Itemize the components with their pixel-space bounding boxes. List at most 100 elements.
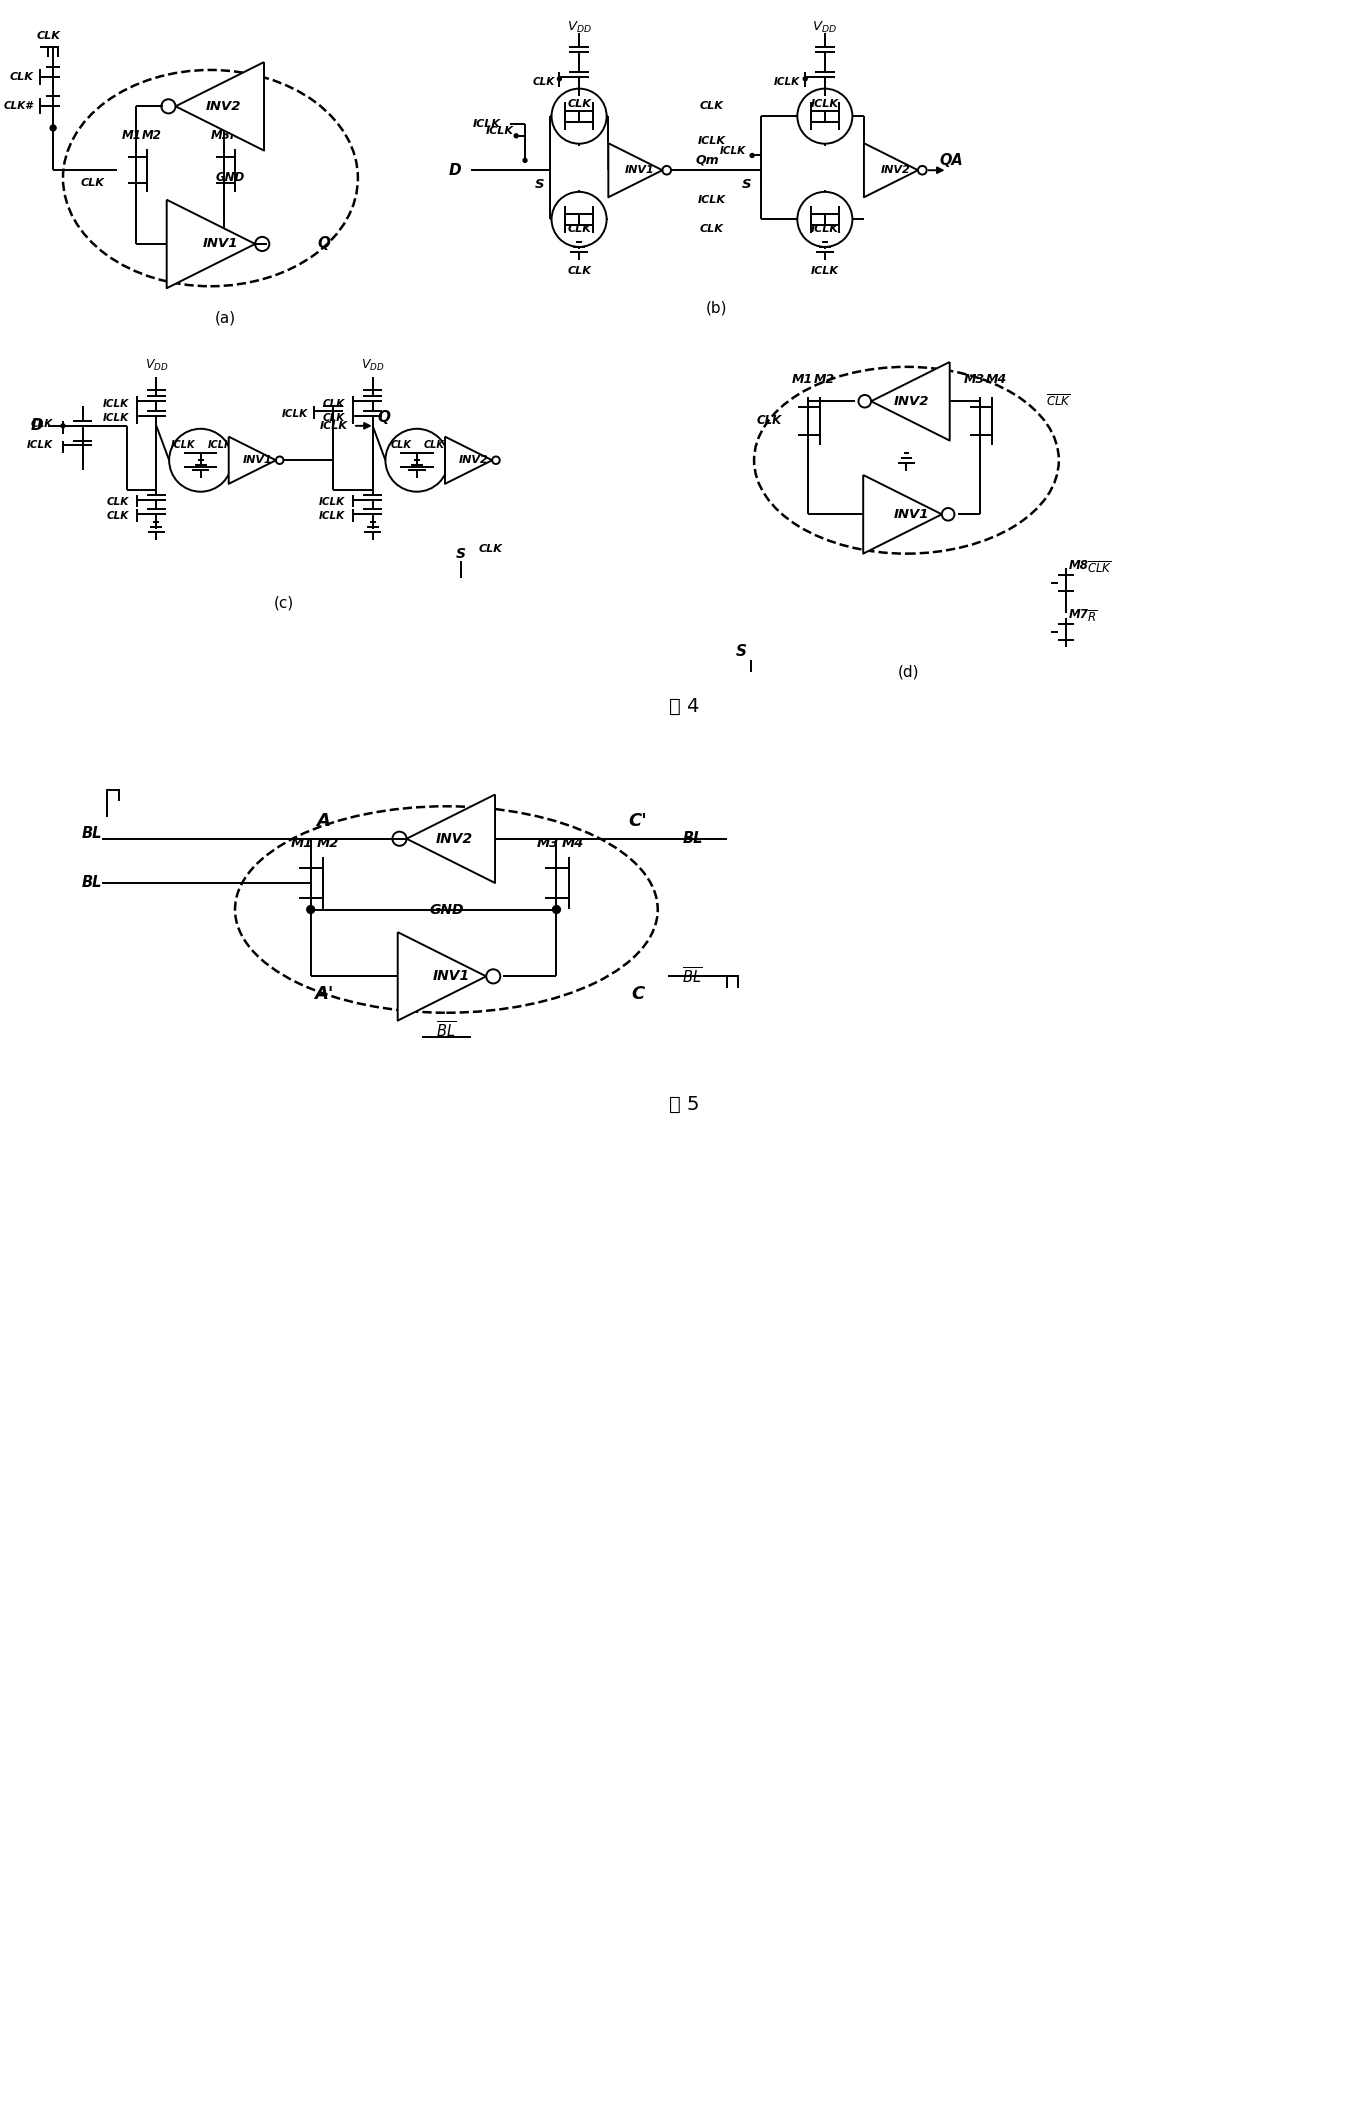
Text: ICLK: ICLK — [282, 410, 307, 420]
Text: M4: M4 — [562, 838, 585, 851]
Text: Qm: Qm — [695, 154, 719, 167]
Text: S: S — [535, 179, 544, 192]
Text: CLK: CLK — [80, 177, 104, 188]
Text: S: S — [735, 644, 747, 659]
Text: (d): (d) — [898, 665, 919, 680]
Text: INV1: INV1 — [242, 456, 272, 464]
Text: INV2: INV2 — [459, 456, 489, 464]
Text: S: S — [456, 547, 466, 562]
Text: D: D — [448, 163, 462, 177]
Text: CLK: CLK — [479, 545, 502, 553]
Text: ICLK: ICLK — [720, 146, 746, 156]
Text: A': A' — [314, 986, 333, 1003]
Text: INV1: INV1 — [203, 236, 238, 251]
Text: CLK: CLK — [567, 266, 592, 277]
Text: CLK: CLK — [756, 414, 781, 426]
Text: ICLK: ICLK — [27, 441, 53, 450]
Text: M7: M7 — [1068, 608, 1089, 621]
Text: M1: M1 — [122, 129, 142, 141]
Text: ICLK: ICLK — [774, 76, 800, 87]
Text: (a): (a) — [215, 310, 236, 325]
Circle shape — [515, 133, 519, 137]
Text: GND: GND — [215, 171, 245, 184]
Circle shape — [558, 76, 562, 80]
Text: CLK: CLK — [700, 224, 724, 234]
Text: M4: M4 — [986, 374, 1006, 386]
Text: (c): (c) — [274, 595, 294, 610]
Text: BL: BL — [81, 876, 103, 891]
Polygon shape — [608, 144, 662, 196]
Circle shape — [307, 906, 314, 914]
Circle shape — [523, 158, 527, 163]
Polygon shape — [398, 933, 486, 1020]
Text: D: D — [31, 418, 43, 433]
Text: $V_{DD}$: $V_{DD}$ — [812, 21, 837, 36]
Text: Q: Q — [317, 236, 330, 251]
Text: ICLK: ICLK — [811, 99, 839, 110]
Text: M4: M4 — [230, 129, 250, 141]
Text: ICLK: ICLK — [697, 135, 726, 146]
Text: S: S — [742, 179, 751, 192]
Text: ICLK: ICLK — [473, 118, 501, 129]
Text: ICLK: ICLK — [171, 441, 196, 450]
Text: $V_{DD}$: $V_{DD}$ — [566, 21, 592, 36]
Text: CLK#: CLK# — [4, 101, 34, 112]
Text: CLK: CLK — [567, 224, 592, 234]
Text: GND: GND — [429, 904, 463, 916]
Text: QA: QA — [940, 152, 963, 169]
Text: INV2: INV2 — [880, 165, 910, 175]
Text: CLK: CLK — [107, 496, 129, 507]
Text: ICLK: ICLK — [320, 496, 345, 507]
Text: CLK: CLK — [31, 418, 53, 429]
Circle shape — [50, 125, 56, 131]
Polygon shape — [167, 201, 255, 289]
Text: CLK: CLK — [391, 441, 412, 450]
Text: ICLK: ICLK — [103, 414, 129, 422]
Text: M8: M8 — [1068, 559, 1089, 572]
Text: CLK: CLK — [9, 72, 34, 82]
Text: C: C — [631, 986, 645, 1003]
Text: M2: M2 — [814, 374, 834, 386]
Text: M3: M3 — [210, 129, 230, 141]
Polygon shape — [445, 437, 493, 483]
Text: (b): (b) — [705, 300, 727, 315]
Text: $\overline{BL}$: $\overline{BL}$ — [682, 967, 703, 986]
Circle shape — [803, 76, 807, 80]
Text: CLK: CLK — [532, 76, 555, 87]
Polygon shape — [406, 794, 496, 882]
Text: CLK: CLK — [700, 101, 724, 112]
Text: $\overline{CLK}$: $\overline{CLK}$ — [1047, 393, 1071, 410]
Text: ICLK: ICLK — [207, 441, 232, 450]
Text: Q: Q — [378, 410, 391, 426]
Text: $\overline{CLK}$: $\overline{CLK}$ — [1087, 562, 1113, 576]
Text: INV2: INV2 — [206, 99, 241, 112]
Polygon shape — [864, 144, 918, 196]
Text: M1: M1 — [291, 838, 313, 851]
Text: BL: BL — [682, 832, 703, 847]
Polygon shape — [229, 437, 276, 483]
Text: ICLK: ICLK — [811, 224, 839, 234]
Text: $\overline{BL}$: $\overline{BL}$ — [436, 1020, 456, 1041]
Text: ICLK: ICLK — [103, 399, 129, 410]
Text: A: A — [317, 813, 330, 830]
Text: CLK: CLK — [107, 511, 129, 521]
Text: ICLK: ICLK — [320, 420, 348, 431]
Polygon shape — [176, 61, 264, 150]
Text: INV1: INV1 — [894, 509, 929, 521]
Text: INV2: INV2 — [894, 395, 929, 407]
Text: ICLK: ICLK — [811, 266, 839, 277]
Circle shape — [750, 154, 754, 158]
Text: ICLK: ICLK — [320, 511, 345, 521]
Polygon shape — [871, 361, 949, 441]
Circle shape — [552, 906, 561, 914]
Circle shape — [61, 424, 65, 429]
Text: INV1: INV1 — [433, 969, 470, 984]
Text: $\overline{R}$: $\overline{R}$ — [1087, 610, 1098, 625]
Text: 图 4: 图 4 — [669, 697, 700, 716]
Polygon shape — [864, 475, 942, 553]
Text: ICLK: ICLK — [486, 127, 513, 135]
Text: $V_{DD}$: $V_{DD}$ — [362, 359, 385, 374]
Text: C': C' — [628, 813, 647, 830]
Text: $V_{DD}$: $V_{DD}$ — [145, 359, 168, 374]
Text: CLK: CLK — [322, 399, 345, 410]
